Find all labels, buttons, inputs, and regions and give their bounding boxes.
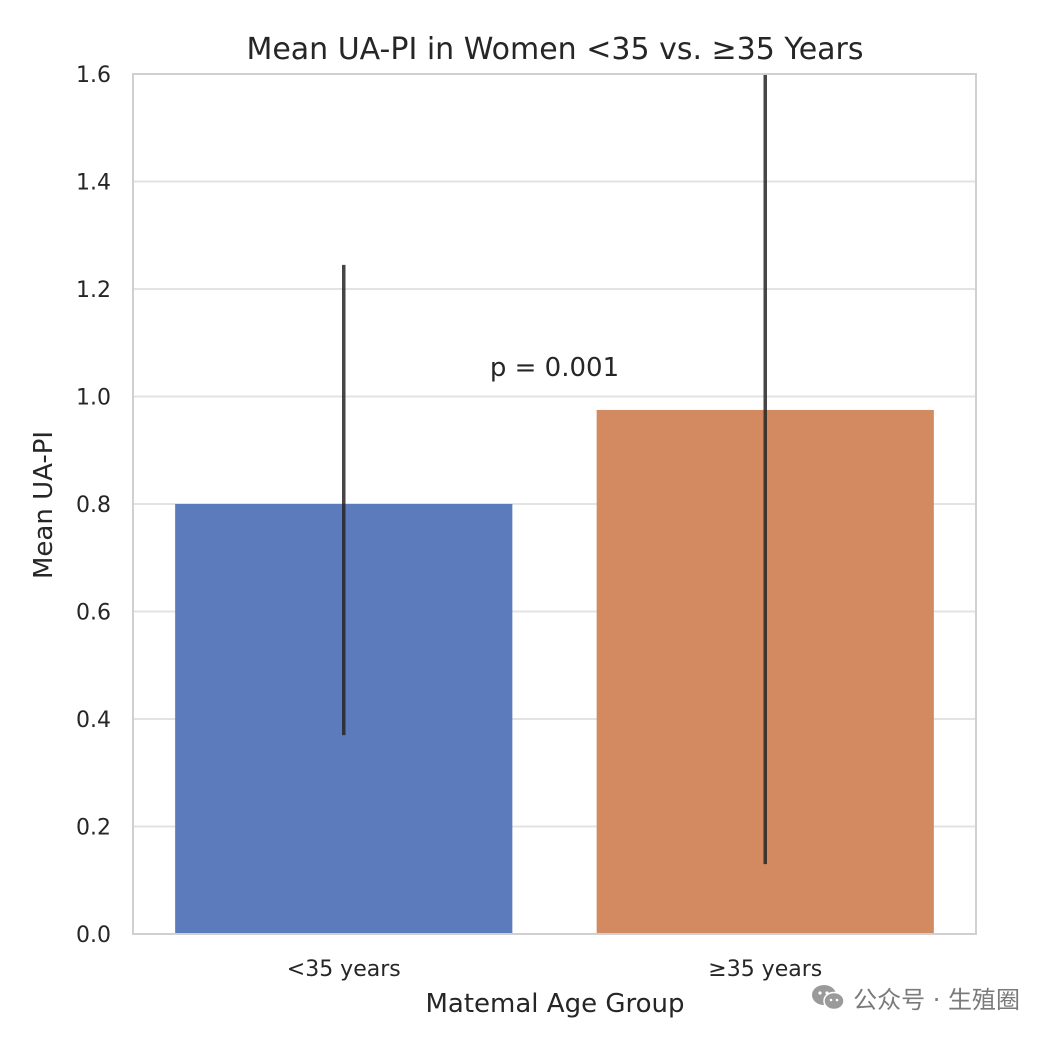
y-tick-label: 0.4 bbox=[76, 708, 111, 733]
error-bars bbox=[342, 74, 767, 865]
p-value-annotation: p = 0.001 bbox=[490, 353, 619, 383]
x-tick-labels: <35 years ≥35 years bbox=[287, 957, 822, 982]
y-tick-labels: 0.0 0.2 0.4 0.6 0.8 1.0 1.2 1.4 1.6 bbox=[76, 63, 111, 948]
y-tick-label: 0.0 bbox=[76, 923, 111, 948]
y-tick-label: 1.0 bbox=[76, 386, 111, 411]
y-tick-label: 1.2 bbox=[76, 278, 111, 303]
y-tick-label: 0.2 bbox=[76, 816, 111, 841]
wechat-icon bbox=[812, 984, 845, 1010]
y-tick-label: 0.6 bbox=[76, 601, 111, 626]
x-tick-label: <35 years bbox=[287, 957, 401, 982]
y-axis-title: Mean UA-PI bbox=[29, 431, 59, 579]
y-tick-label: 0.8 bbox=[76, 493, 111, 518]
chart-title: Mean UA-PI in Women <35 vs. ≥35 Years bbox=[246, 32, 863, 67]
x-tick-label: ≥35 years bbox=[708, 957, 822, 982]
watermark-text: 公众号 · 生殖圈 bbox=[853, 986, 1020, 1014]
plot-frame bbox=[132, 73, 977, 935]
watermark: 公众号 · 生殖圈 bbox=[811, 980, 1020, 1015]
bars bbox=[175, 409, 934, 934]
x-axis-title: Matemal Age Group bbox=[425, 989, 684, 1019]
y-tick-label: 1.6 bbox=[76, 63, 111, 88]
y-tick-label: 1.4 bbox=[76, 171, 111, 196]
